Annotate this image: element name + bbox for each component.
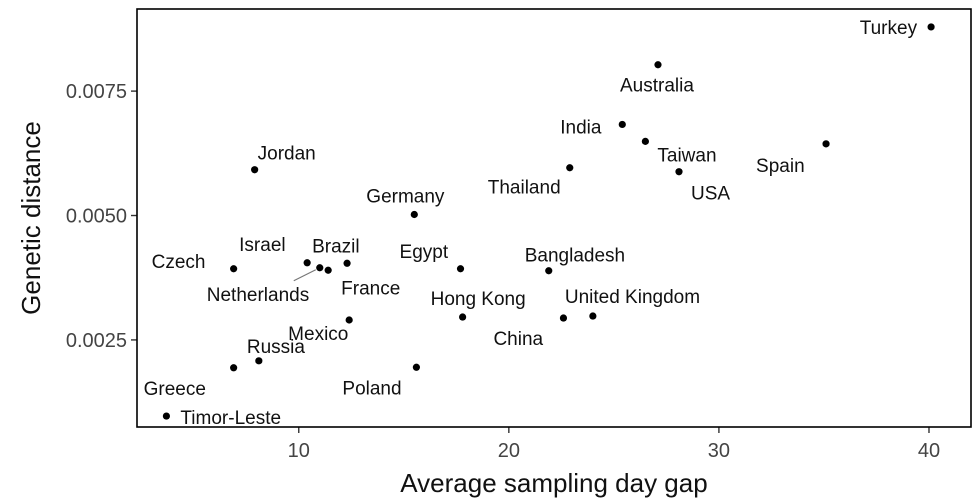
- point-greece: [230, 364, 238, 372]
- point-label-turkey: Turkey: [860, 18, 918, 39]
- point-label-russia: Russia: [247, 337, 306, 358]
- point-label-israel: Israel: [239, 235, 285, 256]
- point-egypt: [456, 265, 465, 273]
- point-label-australia: Australia: [620, 76, 694, 97]
- y-tick-label: 0.0025: [66, 330, 127, 352]
- y-tick-label: 0.0050: [66, 206, 127, 228]
- point-label-france: France: [341, 278, 400, 299]
- point-label-taiwan: Taiwan: [657, 145, 716, 166]
- point-hong-kong: [459, 313, 467, 321]
- point-spain: [822, 140, 830, 148]
- point-usa: [675, 168, 683, 176]
- point-label-germany: Germany: [366, 187, 445, 208]
- point-label-netherlands: Netherlands: [207, 285, 309, 306]
- point-india: [618, 120, 626, 129]
- point-germany: [410, 210, 418, 219]
- x-tick-label: 30: [708, 440, 730, 462]
- point-poland: [412, 363, 421, 371]
- point-label-bangladesh: Bangladesh: [525, 246, 625, 267]
- points-layer: [162, 23, 935, 420]
- x-tick-label: 20: [498, 440, 520, 462]
- point-label-jordan: Jordan: [258, 144, 316, 165]
- x-tick-label: 40: [918, 440, 940, 462]
- point-czech: [230, 265, 238, 273]
- point-brazil: [343, 259, 351, 267]
- point-taiwan: [641, 137, 649, 145]
- tick-marks-layer: 10 20 30 40 0.0025 0.0050 0.0075: [66, 81, 940, 462]
- point-labels-layer: Turkey Australia India Taiwan USA Spain Jordan…: [144, 18, 918, 429]
- x-tick-label: 10: [288, 440, 310, 462]
- point-label-united-kingdom: United Kingdom: [565, 287, 700, 308]
- point-turkey: [927, 23, 935, 31]
- point-china: [559, 314, 568, 322]
- point-israel: [303, 259, 311, 267]
- point-united-kingdom: [589, 312, 597, 320]
- point-label-hong-kong: Hong Kong: [431, 289, 526, 310]
- point-france: [324, 266, 332, 274]
- point-label-spain: Spain: [756, 156, 805, 177]
- plot-frame: [136, 8, 972, 428]
- point-label-brazil: Brazil: [312, 236, 360, 257]
- point-timor-leste: [162, 412, 171, 420]
- y-axis-title: Genetic distance: [16, 121, 46, 315]
- point-label-egypt: Egypt: [400, 242, 449, 263]
- point-label-greece: Greece: [144, 379, 206, 400]
- point-label-thailand: Thailand: [488, 178, 561, 199]
- x-axis-title: Average sampling day gap: [400, 468, 707, 498]
- point-australia: [654, 61, 662, 69]
- point-label-india: India: [560, 117, 602, 138]
- point-thailand: [566, 164, 574, 172]
- point-bangladesh: [545, 267, 553, 275]
- point-label-usa: USA: [691, 184, 730, 205]
- point-mexico: [345, 316, 353, 324]
- point-label-mexico: Mexico: [288, 324, 348, 345]
- point-label-timor-leste: Timor-Leste: [180, 408, 281, 429]
- point-label-poland: Poland: [342, 378, 401, 399]
- point-netherlands: [316, 264, 324, 272]
- point-label-china: China: [493, 329, 543, 350]
- y-tick-label: 0.0075: [66, 81, 127, 103]
- point-jordan: [251, 166, 259, 174]
- point-russia: [255, 357, 263, 365]
- point-label-czech: Czech: [152, 252, 206, 273]
- netherlands-leader-line: [293, 269, 317, 282]
